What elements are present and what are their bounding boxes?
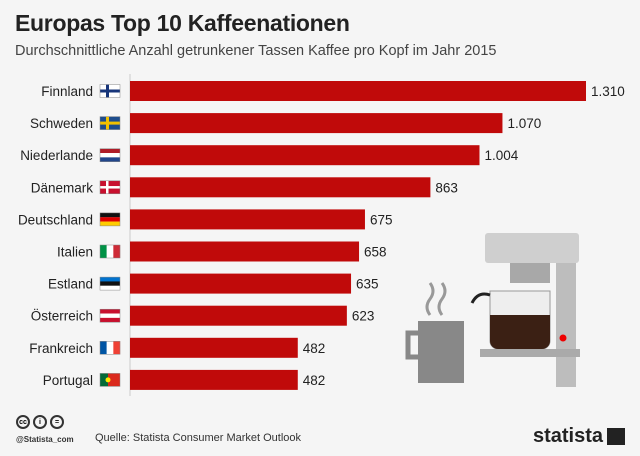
chart-title: Europas Top 10 Kaffeenationen: [15, 10, 350, 36]
bar: [130, 337, 298, 358]
category-label: Niederlande: [20, 148, 93, 163]
flag-it-icon: [99, 244, 121, 259]
statista-logo: statista: [533, 425, 625, 448]
value-label: 1.310: [591, 84, 625, 99]
bar: [130, 305, 347, 326]
bar: [130, 273, 352, 294]
value-label: 658: [364, 245, 387, 260]
value-label: 482: [303, 341, 326, 356]
value-label: 675: [370, 212, 393, 227]
brand-text: statista: [532, 425, 603, 447]
bar: [130, 369, 298, 390]
category-label: Frankreich: [29, 341, 93, 356]
nd-icon: =: [50, 415, 64, 429]
category-label: Schweden: [30, 116, 93, 131]
chart-subtitle: Durchschnittliche Anzahl getrunkener Tas…: [15, 43, 497, 59]
flag-fi-icon: [99, 84, 121, 98]
flag-dk-icon: [99, 180, 121, 195]
category-label: Dänemark: [31, 180, 94, 195]
value-label: 623: [352, 309, 375, 324]
category-label: Italien: [57, 245, 93, 260]
flag-ee-icon: [99, 276, 121, 291]
license-icons: cc i =: [16, 415, 64, 429]
source-note: Quelle: Statista Consumer Market Outlook: [95, 432, 302, 444]
category-label: Finnland: [41, 84, 93, 99]
flag-de-icon: [99, 212, 121, 227]
flag-pt-icon: [99, 373, 121, 387]
bar: [130, 113, 503, 134]
flag-se-icon: [99, 116, 121, 130]
category-label: Deutschland: [18, 212, 93, 227]
value-label: 1.070: [507, 116, 541, 131]
bar: [130, 81, 586, 101]
bar: [130, 241, 360, 262]
value-label: 635: [356, 277, 379, 292]
flag-fr-icon: [99, 341, 121, 355]
bar: [130, 177, 431, 198]
logo-mark-icon: [607, 428, 625, 445]
bar: [130, 145, 480, 166]
category-label: Portugal: [43, 373, 93, 388]
category-label: Estland: [48, 277, 93, 292]
flag-nl-icon: [99, 148, 121, 162]
coffee-machine-illustration: [405, 233, 580, 387]
value-label: 863: [435, 180, 458, 195]
flag-at-icon: [99, 308, 121, 323]
category-label: Österreich: [31, 309, 93, 324]
value-label: 482: [303, 373, 326, 388]
by-icon: i: [33, 415, 47, 429]
twitter-handle: @Statista_com: [16, 435, 74, 444]
bar: [130, 209, 365, 230]
value-label: 1.004: [484, 148, 518, 163]
cc-icon: cc: [16, 415, 30, 429]
